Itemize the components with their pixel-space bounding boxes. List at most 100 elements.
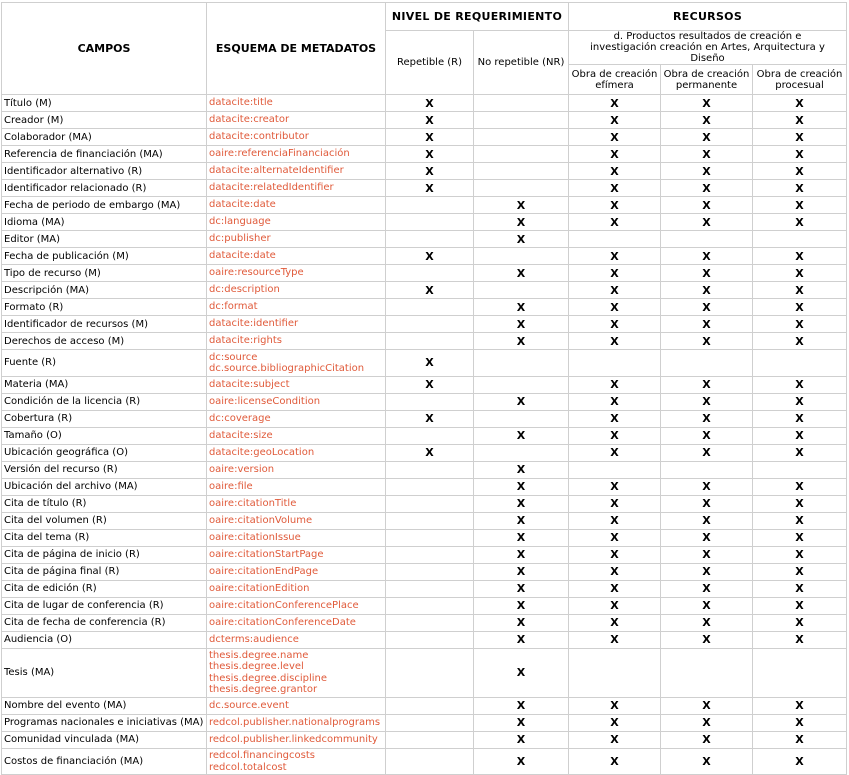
mark-ef: X (568, 162, 662, 180)
mark-nr (472, 281, 570, 299)
mark-nr: X (472, 630, 570, 649)
mark-ef (568, 230, 662, 248)
mark-pr: X (752, 392, 848, 411)
mark-pr: X (752, 145, 848, 163)
schema-cell: oaire:file (206, 477, 386, 496)
mark-ef: X (568, 392, 662, 411)
mark-ef: X (568, 375, 662, 394)
schema-element: thesis.degree.grantor (209, 683, 318, 695)
mark-pe (660, 460, 754, 479)
campo-cell: Creador (M) (1, 111, 207, 129)
mark-pr: X (752, 298, 848, 316)
mark-rep: X (385, 111, 474, 129)
schema-element: redcol.totalcost (209, 761, 287, 773)
schema-cell: oaire:referenciaFinanciación (206, 145, 386, 163)
mark-nr: X (472, 392, 570, 411)
schema-cell: oaire:licenseCondition (206, 392, 386, 411)
mark-pe: X (660, 443, 754, 462)
campo-cell: Formato (R) (1, 298, 207, 316)
schema-element: datacite:contributor (209, 131, 309, 143)
table-row: Cita de fecha de conferencia (R) oaire:ci… (1, 613, 848, 632)
mark-rep (385, 494, 474, 513)
campo-cell: Cita de edición (R) (1, 579, 207, 598)
mark-pr: X (752, 528, 848, 547)
schema-cell: datacite:title (206, 94, 386, 112)
mark-ef (568, 647, 662, 698)
mark-nr: X (472, 596, 570, 615)
mark-rep: X (385, 128, 474, 146)
campo-cell: Cita de fecha de conferencia (R) (1, 613, 207, 632)
schema-element: datacite:identifier (209, 318, 299, 330)
mark-ef: X (568, 409, 662, 428)
campo-cell: Cita de página de inicio (R) (1, 545, 207, 564)
schema-cell: oaire:citationConferenceDate (206, 613, 386, 632)
campo-cell: Referencia de financiación (MA) (1, 145, 207, 163)
header-obra-permanente: Obra de creación permanente (660, 64, 754, 95)
schema-cell: dc:format (206, 298, 386, 316)
mark-nr: X (472, 579, 570, 598)
table-row: Fuente (R) dc:source dc.source.bibliograph… (1, 349, 848, 377)
mark-nr (472, 162, 570, 180)
table-row: Cita de título (R) oaire:citationTitle X X X… (1, 494, 848, 513)
campo-cell: Audiencia (O) (1, 630, 207, 649)
mark-rep (385, 196, 474, 214)
mark-pr: X (752, 128, 848, 146)
table-row: Identificador de recursos (M) datacite:id… (1, 315, 848, 333)
campo-cell: Identificador de recursos (M) (1, 315, 207, 333)
campo-cell: Cobertura (R) (1, 409, 207, 428)
mark-pe: X (660, 94, 754, 112)
mark-rep (385, 747, 474, 775)
table-row: Costos de financiación (MA) redcol.financ… (1, 747, 848, 775)
mark-rep (385, 562, 474, 581)
mark-ef: X (568, 128, 662, 146)
mark-rep (385, 392, 474, 411)
table-row: Ubicación del archivo (MA) oaire:file X X X X (1, 477, 848, 496)
schema-element: oaire:citationConferencePlace (209, 599, 359, 611)
campo-cell: Costos de financiación (MA) (1, 747, 207, 775)
table-row: Tesis (MA) thesis.degree.name thesis.degre… (1, 647, 848, 698)
mark-pe: X (660, 179, 754, 197)
mark-pr: X (752, 111, 848, 129)
table-row: Descripción (MA) dc:description X X X X (1, 281, 848, 299)
header-campos: CAMPOS (1, 2, 207, 95)
campo-cell: Tamaño (O) (1, 426, 207, 445)
schema-element: redcol.financingcosts (209, 750, 315, 762)
mark-pe: X (660, 375, 754, 394)
mark-pr: X (752, 375, 848, 394)
schema-cell: datacite:contributor (206, 128, 386, 146)
mark-pr: X (752, 630, 848, 649)
mark-rep (385, 730, 474, 749)
table-body: Título (M) datacite:title X X X X Creador (M) d… (1, 94, 848, 775)
mark-pe (660, 230, 754, 248)
mark-nr: X (472, 494, 570, 513)
schema-cell: redcol.publisher.linkedcommunity (206, 730, 386, 749)
table-row: Editor (MA) dc:publisher X (1, 230, 848, 248)
mark-nr: X (472, 562, 570, 581)
mark-nr: X (472, 545, 570, 564)
schema-cell: datacite:rights (206, 332, 386, 350)
schema-cell: oaire:citationStartPage (206, 545, 386, 564)
schema-element: oaire:citationConferenceDate (209, 616, 356, 628)
schema-element: dc:format (209, 301, 258, 313)
campo-cell: Identificador alternativo (R) (1, 162, 207, 180)
table-row: Materia (MA) datacite:subject X X X X (1, 375, 848, 394)
mark-pr (752, 349, 848, 377)
mark-nr: X (472, 730, 570, 749)
schema-cell: oaire:citationIssue (206, 528, 386, 547)
mark-ef: X (568, 281, 662, 299)
schema-element: oaire:citationIssue (209, 531, 301, 543)
schema-cell: dc.source.event (206, 696, 386, 715)
table-row: Audiencia (O) dcterms:audience X X X X (1, 630, 848, 649)
schema-cell: datacite:date (206, 247, 386, 265)
table-row: Idioma (MA) dc:language X X X X (1, 213, 848, 231)
mark-pe: X (660, 747, 754, 775)
mark-ef: X (568, 494, 662, 513)
table-row: Referencia de financiación (MA) oaire:ref… (1, 145, 848, 163)
schema-element: dc.source.bibliographicCitation (209, 362, 365, 374)
mark-rep: X (385, 409, 474, 428)
table-row: Identificador alternativo (R) datacite:al… (1, 162, 848, 180)
schema-element: thesis.degree.level (209, 661, 304, 673)
table-row: Versión del recurso (R) oaire:version X (1, 460, 848, 479)
mark-ef: X (568, 196, 662, 214)
campo-cell: Fecha de publicación (M) (1, 247, 207, 265)
